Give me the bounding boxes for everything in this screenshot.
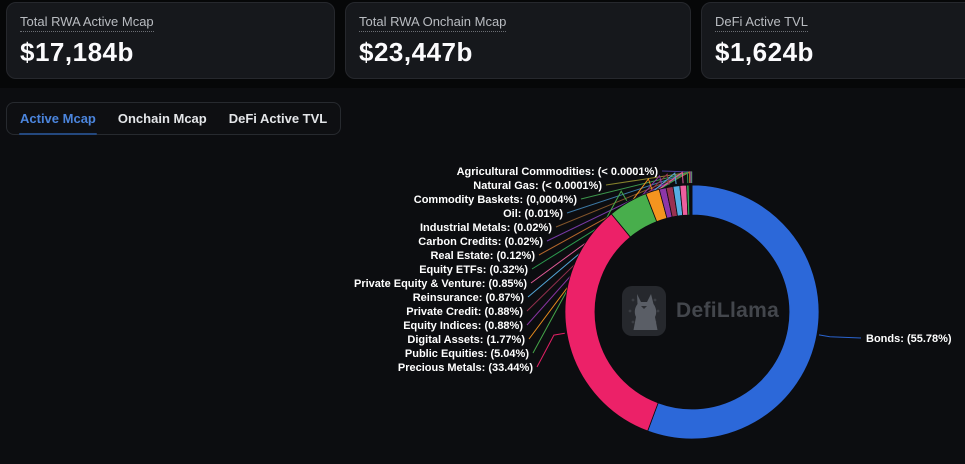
slice-label: Real Estate: (0.12%) [430,250,535,262]
slice-label: Equity ETFs: (0.32%) [419,264,528,276]
stat-card-title: Total RWA Onchain Mcap [359,14,507,32]
stat-card-value: $1,624b [715,37,814,67]
slice-label: Natural Gas: (< 0.0001%) [473,180,602,192]
stat-card-value: $17,184b [20,37,134,67]
slice-label: Commodity Baskets: (0,0004%) [414,194,578,206]
slice-label: Private Equity & Venture: (0.85%) [354,278,527,290]
chart-section: Active Mcap Onchain Mcap DeFi Active TVL… [0,88,965,464]
slice-label: Precious Metals: (33.44%) [398,362,533,374]
stat-card-value: $23,447b [359,37,473,67]
stat-card-total-rwa-active-mcap: Total RWA Active Mcap $17,184b [6,2,335,79]
stats-row: Total RWA Active Mcap $17,184b Total RWA… [6,2,965,79]
slice-label: Agricultural Commodities: (< 0.0001%) [457,166,659,178]
pie-chart: Agricultural Commodities: (< 0.0001%) Nat… [354,166,952,440]
slice-label: Carbon Credits: (0.02%) [418,236,543,248]
slice-label: Private Credit: (0.88%) [406,306,523,318]
label-line [536,332,565,368]
label-line [546,171,691,242]
stat-card-defi-active-tvl: DeFi Active TVL $1,624b [701,2,965,79]
tab-active-mcap[interactable]: Active Mcap [9,103,107,135]
slice-label: Public Equities: (5.04%) [405,348,529,360]
label-line [532,190,628,354]
label-line [527,172,677,298]
chart-tabs: Active Mcap Onchain Mcap DeFi Active TVL [6,102,342,135]
slice-label: Bonds: (55.78%) [866,333,952,345]
label-line [531,171,689,270]
label-line [818,334,862,339]
tab-defi-active-tvl[interactable]: DeFi Active TVL [218,103,338,134]
pie-slice[interactable] [647,184,820,440]
label-line [530,171,684,284]
label-line [538,171,691,256]
stat-card-title: Total RWA Active Mcap [20,14,154,32]
slice-label: Reinsurance: (0.87%) [413,292,525,304]
slice-label: Industrial Metals: (0.02%) [420,222,552,234]
slice-label: Oil: (0.01%) [503,208,563,220]
stat-card-title: DeFi Active TVL [715,14,808,32]
tab-onchain-mcap[interactable]: Onchain Mcap [107,103,218,134]
slice-label: Digital Assets: (1.77%) [407,334,525,346]
pie-slice[interactable] [564,213,659,432]
stat-card-total-rwa-onchain-mcap: Total RWA Onchain Mcap $23,447b [345,2,691,79]
slice-label: Equity Indices: (0.88%) [403,320,523,332]
